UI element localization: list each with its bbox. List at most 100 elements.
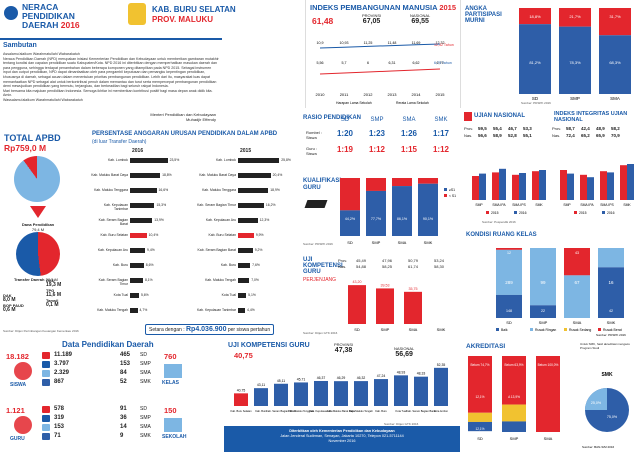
un-row-value: 56,6: [478, 133, 487, 138]
un-row-value: 52,8: [508, 133, 517, 138]
bar-2015: [492, 172, 499, 200]
data-level-swatch: [42, 433, 50, 440]
ukg2-nas: NASIONAL 56,69: [394, 346, 415, 358]
rasio-rombel: 1:20: [336, 129, 353, 138]
anggaran-title: PERSENTASE ANGGARAN URUSAN PENDIDIKAN DA…: [92, 131, 278, 137]
rasio-level: SMA: [402, 117, 416, 123]
apm-chart: 18,8% 81,2% SD 21,7% 78,3% SMP 31,7% 68,3% SMA: [519, 8, 631, 101]
data-level-swatch: [42, 370, 50, 377]
bar-2016: [627, 164, 634, 200]
sambutan-title: Sambutan: [3, 42, 37, 49]
ukg2-val: 46,29: [337, 376, 346, 380]
un-row-value: 53,3: [523, 126, 532, 131]
ukg-row-value: 61,74: [408, 264, 419, 269]
akr-val: Belum 100,0%: [538, 363, 559, 367]
ruang-legend: Rusak Berat: [603, 328, 622, 332]
anggaran-label: Kab. Maluku Tenggara: [202, 188, 236, 192]
ukg2-bar: [294, 382, 308, 406]
data-icon: [14, 416, 32, 434]
un-row-value: 58,9: [493, 133, 502, 138]
un-row-value: 58,7: [566, 126, 575, 131]
ruang-top: 43: [575, 251, 579, 255]
kual-legend-swatch: [444, 188, 447, 191]
anggaran-value: 9,9%: [255, 233, 264, 237]
data-value: 11.189: [54, 352, 73, 358]
ipm-year: 2015: [436, 92, 446, 97]
data-value: 91: [120, 406, 127, 412]
kual-bar-top: [366, 178, 386, 191]
anggaran-value: 13,9%: [154, 218, 164, 222]
anggaran-bar: [238, 233, 254, 238]
ukg2-bar: [254, 388, 268, 406]
anggaran-label: Kab. Seram Bagian Timur: [197, 203, 236, 207]
sambutan-greeting: Assalamu'alaikum Warahmatullahi Wabaraka…: [3, 52, 80, 56]
data-total: 760: [164, 352, 177, 361]
anggaran-bar: [238, 218, 258, 223]
ipm-year: 2012: [364, 92, 374, 97]
ukg2-label: Kab. Buru Selatan: [230, 409, 252, 413]
anggaran-label: Kab. Seram Bagian Timur: [98, 278, 128, 286]
ruang-source: Sumber: PDSPK 2016: [596, 333, 626, 336]
ruang-legend: Rusak Ringan: [535, 328, 556, 332]
rasio-title: RASIO PENDIDIKAN: [303, 115, 362, 121]
bar-level: SMK: [623, 203, 631, 207]
legend-label: 2015: [491, 211, 499, 215]
un-row-value: 42,4: [581, 126, 590, 131]
data-level-swatch: [42, 406, 50, 413]
anggaran-bar: [130, 263, 144, 268]
ipm-rls-value: 6,62: [413, 61, 420, 65]
data-value: 9: [120, 433, 124, 439]
ruang-bar: [564, 275, 590, 318]
akr-bar: [502, 421, 526, 432]
anggaran-label: Kab. Lombok: [108, 158, 128, 162]
bar-2015: [620, 165, 627, 200]
year-2015: 2015: [240, 148, 252, 154]
legend-label: 2016: [607, 211, 615, 215]
ukg2-val: 48,93: [397, 370, 406, 374]
anggaran-label: Kab. Kepulauan Aru: [97, 248, 128, 252]
dau-label: DAU 19,3 M TPG 11,6 M Tamsil 0,1 M: [46, 278, 62, 308]
ukg2-label: Kab. Maluku Tengah: [349, 409, 373, 413]
apbd-pie-top: [14, 156, 60, 202]
kual-bar-bottom: [340, 210, 360, 236]
un-title: UJIAN NASIONAL: [474, 113, 526, 119]
ruang-bar: [496, 249, 522, 295]
un-source: Sumber: Puspendik 2016: [482, 220, 516, 224]
apm-val-top: 31,7%: [609, 14, 621, 19]
sambutan-p1: Neraca Pendidikan Daerah (NPD) merupakan…: [3, 56, 219, 89]
data-label: KELAS: [162, 380, 179, 386]
data-level-swatch: [42, 424, 50, 431]
anggaran-value: 9,4%: [147, 248, 155, 252]
ruang-bar: [564, 248, 590, 276]
ukg-title: UJI KOMPETENSI GURU: [303, 257, 343, 275]
ipm-kab-value: 61,48: [312, 16, 334, 26]
anggaran-bar: [130, 158, 168, 163]
data-level: SMP: [140, 415, 151, 421]
anggaran-value: 7,6%: [252, 263, 260, 267]
ruang-level: SMA: [573, 320, 582, 325]
ukg2-bar: [274, 383, 288, 406]
ruang-bar: [530, 248, 556, 306]
rasio-guru: 1:12: [432, 145, 449, 154]
ipm-hls-line: [319, 43, 441, 49]
legend-swatch: [574, 211, 577, 214]
apm-level: SMA: [610, 96, 620, 101]
ukg2-val: 45,71: [297, 377, 306, 381]
ukg2-label: Kota Ambon: [434, 409, 449, 413]
rasio-level: SD: [340, 117, 350, 123]
ukg-row-value: 58,30: [434, 264, 445, 269]
ruang-level: SD: [506, 320, 512, 325]
ukg-level: SMK: [437, 327, 446, 332]
ruang-mid: 67: [574, 280, 580, 285]
ukg2-source: Sumber: Ditjen GTK 2016: [384, 422, 419, 426]
anggaran-value: 23,5%: [169, 158, 180, 162]
kual-bar-top: [392, 178, 412, 187]
bar-level: SMP: [563, 203, 571, 207]
data-value: 71: [54, 433, 61, 439]
ruang-mid: 289: [505, 280, 513, 285]
akr-val: 12,1%: [475, 395, 484, 399]
ukg-panel: UJI KOMPETENSI GURU PERJENJANG 43,20 SD 39…: [300, 252, 460, 338]
un-row-value: 70,9: [611, 133, 620, 138]
rasio-rombel: 1:23: [368, 129, 385, 138]
akreditasi-title: AKREDITASI: [466, 343, 506, 350]
